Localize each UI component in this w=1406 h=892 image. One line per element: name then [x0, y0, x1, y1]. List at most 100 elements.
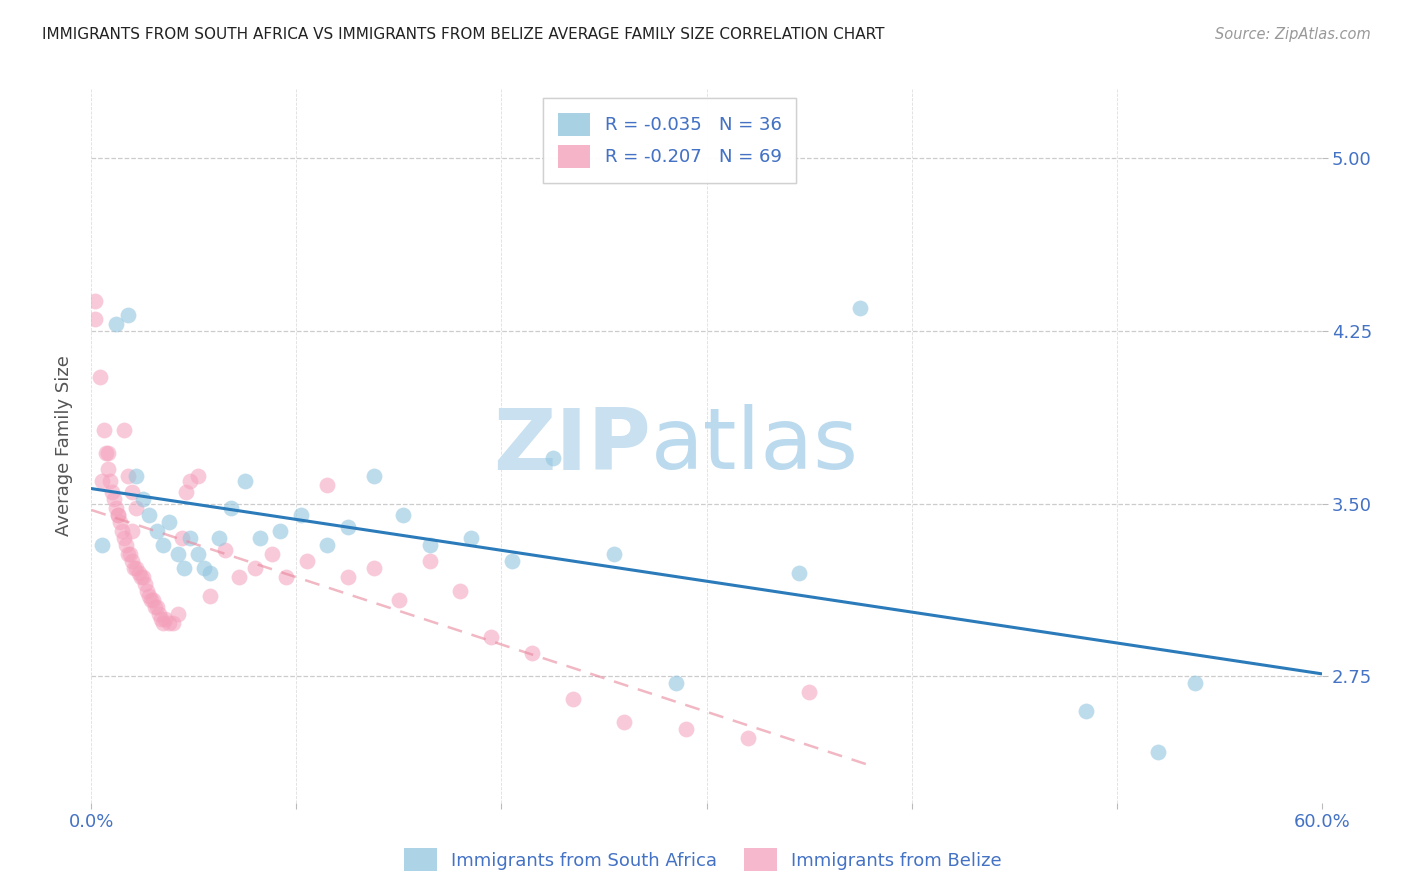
Y-axis label: Average Family Size: Average Family Size	[55, 356, 73, 536]
Point	[108, 515, 131, 529]
Point	[166, 607, 188, 621]
Point	[392, 508, 415, 522]
Point	[179, 474, 201, 488]
Point	[269, 524, 291, 538]
Point	[276, 570, 298, 584]
Point	[146, 524, 169, 538]
Point	[89, 370, 111, 384]
Point	[419, 554, 441, 568]
Point	[135, 584, 157, 599]
Point	[98, 474, 121, 488]
Point	[97, 462, 120, 476]
Text: IMMIGRANTS FROM SOUTH AFRICA VS IMMIGRANTS FROM BELIZE AVERAGE FAMILY SIZE CORRE: IMMIGRANTS FROM SOUTH AFRICA VS IMMIGRAN…	[42, 27, 884, 42]
Point	[128, 566, 150, 580]
Point	[131, 491, 153, 506]
Point	[245, 561, 267, 575]
Point	[124, 561, 146, 575]
Point	[200, 589, 222, 603]
Point	[449, 584, 471, 599]
Point	[787, 566, 810, 580]
Point	[179, 531, 201, 545]
Point	[665, 676, 688, 690]
Point	[117, 547, 139, 561]
Point	[501, 554, 523, 568]
Point	[112, 531, 135, 545]
Point	[121, 524, 143, 538]
Point	[388, 593, 411, 607]
Point	[105, 501, 127, 516]
Point	[138, 589, 160, 603]
Point	[94, 446, 117, 460]
Point	[138, 508, 160, 522]
Point	[129, 570, 152, 584]
Point	[117, 469, 139, 483]
Point	[97, 446, 120, 460]
Point	[1184, 676, 1206, 690]
Point	[419, 538, 441, 552]
Point	[1074, 704, 1097, 718]
Point	[797, 685, 820, 699]
Point	[125, 501, 148, 516]
Point	[93, 423, 115, 437]
Point	[121, 554, 143, 568]
Point	[101, 485, 124, 500]
Point	[460, 531, 482, 545]
Point	[207, 531, 229, 545]
Point	[187, 469, 209, 483]
Point	[146, 600, 169, 615]
Point	[260, 547, 283, 561]
Point	[336, 519, 359, 533]
Point	[249, 531, 271, 545]
Point	[152, 538, 174, 552]
Point	[737, 731, 759, 746]
Point	[1146, 745, 1168, 759]
Point	[613, 715, 636, 730]
Text: Source: ZipAtlas.com: Source: ZipAtlas.com	[1215, 27, 1371, 42]
Point	[148, 607, 170, 621]
Point	[112, 423, 135, 437]
Point	[107, 508, 129, 522]
Point	[131, 570, 153, 584]
Point	[142, 593, 165, 607]
Text: ZIP: ZIP	[494, 404, 651, 488]
Point	[125, 561, 148, 575]
Point	[90, 474, 112, 488]
Point	[157, 515, 180, 529]
Point	[174, 485, 197, 500]
Point	[103, 491, 125, 506]
Point	[603, 547, 626, 561]
Point	[157, 616, 180, 631]
Point	[152, 616, 174, 631]
Point	[84, 293, 107, 308]
Point	[111, 524, 134, 538]
Point	[105, 317, 127, 331]
Point	[336, 570, 359, 584]
Point	[170, 531, 193, 545]
Point	[115, 538, 138, 552]
Point	[166, 547, 188, 561]
Point	[150, 612, 173, 626]
Point	[121, 485, 143, 500]
Point	[90, 538, 112, 552]
Point	[153, 612, 177, 626]
Point	[120, 547, 142, 561]
Point	[316, 478, 339, 492]
Point	[522, 646, 544, 660]
Point	[193, 561, 215, 575]
Point	[84, 312, 107, 326]
Point	[363, 469, 385, 483]
Point	[117, 308, 139, 322]
Legend: R = -0.035   N = 36, R = -0.207   N = 69: R = -0.035 N = 36, R = -0.207 N = 69	[543, 98, 796, 183]
Point	[143, 600, 166, 615]
Point	[107, 508, 129, 522]
Point	[363, 561, 385, 575]
Point	[162, 616, 184, 631]
Point	[134, 577, 156, 591]
Point	[675, 722, 697, 736]
Point	[479, 630, 502, 644]
Point	[233, 474, 256, 488]
Point	[214, 542, 236, 557]
Point	[139, 593, 162, 607]
Point	[219, 501, 242, 516]
Point	[541, 450, 564, 465]
